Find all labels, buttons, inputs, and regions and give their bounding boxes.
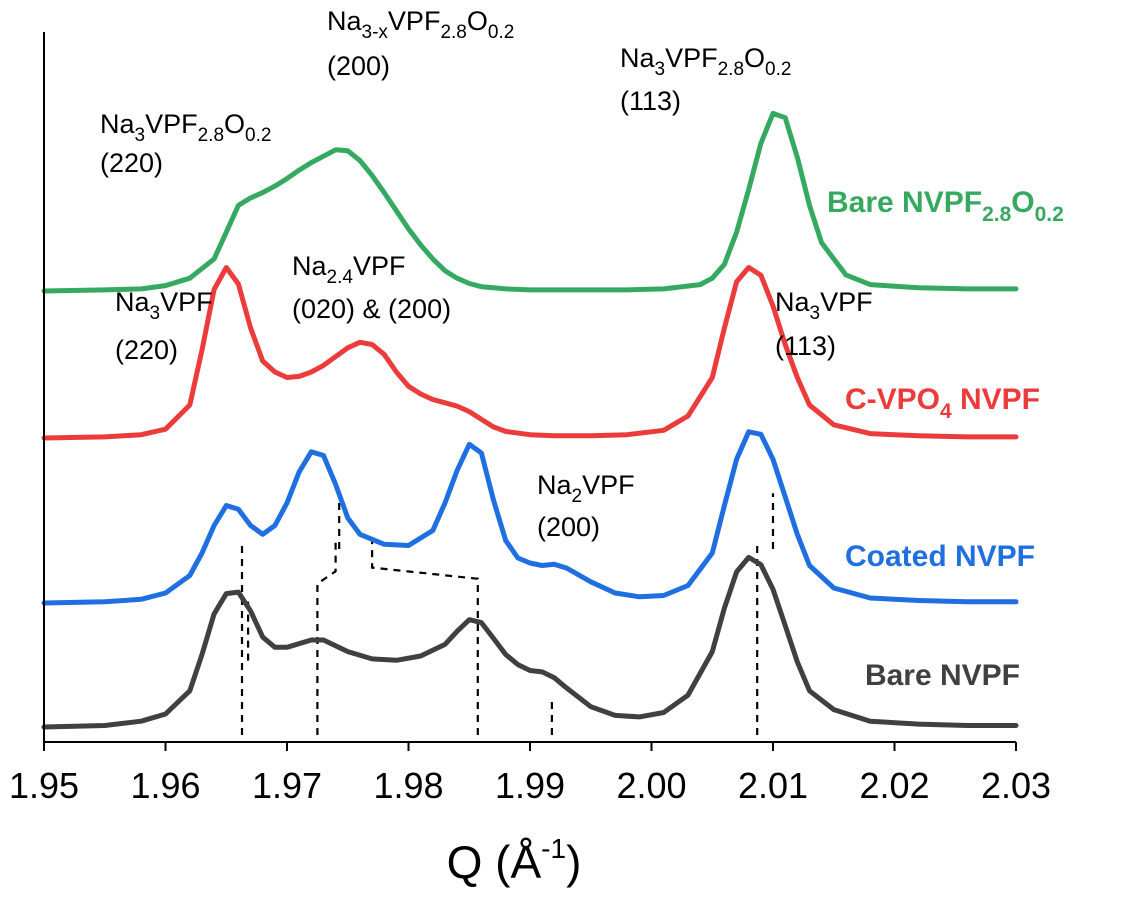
annotation-formula-part: 3-x xyxy=(362,22,389,43)
reference-lines xyxy=(240,493,775,735)
annotation-formula-part: Na xyxy=(620,43,655,73)
series-line-coated-nvpf xyxy=(41,429,1019,606)
ann-na24vpf: Na2.4VPF (020) & (200) xyxy=(292,251,451,324)
annotation-formula-part: 0.2 xyxy=(488,22,514,43)
annotation-formula-part: 2.4 xyxy=(327,267,354,288)
annotation-formula-part: 3 xyxy=(655,59,666,80)
annotation-hkl: (200) xyxy=(537,512,600,542)
legend-label-part: O xyxy=(1011,186,1034,219)
annotation-formula: Na3VPF2.8O0.2 xyxy=(100,109,271,146)
legend-label-bare-nvpf: Bare NVPF xyxy=(865,659,1020,692)
legend: Bare NVPF Coated NVPF C-VPO4 NVPF Bare NVPF… xyxy=(827,186,1064,692)
legend-label-part: 0.2 xyxy=(1035,203,1064,226)
x-axis-title-close: ) xyxy=(566,836,581,888)
x-tick-label: 1.97 xyxy=(252,765,322,806)
annotation-formula-part: O xyxy=(224,109,245,139)
annotation-formula: Na3VPF xyxy=(775,287,873,324)
x-tick-label: 2.01 xyxy=(738,765,808,806)
legend-label-part: Coated NVPF xyxy=(845,540,1035,573)
annotation-formula-part: VPF xyxy=(665,43,718,73)
plot-area xyxy=(41,110,1019,730)
x-tick-label: 2.00 xyxy=(616,765,686,806)
annotation-formula-part: 3 xyxy=(135,125,146,146)
series-line-bare-nvpf xyxy=(41,554,1019,730)
legend-label-c-vpo4-nvpf: C-VPO4 NVPF xyxy=(845,383,1040,423)
annotation-formula-part: 2.8 xyxy=(198,125,224,146)
legend-label-part: Bare NVPF xyxy=(865,659,1020,692)
annotation-formula-part: Na xyxy=(100,109,135,139)
annotation-formula-part: VPF xyxy=(820,287,873,317)
x-tick-label: 2.03 xyxy=(981,765,1051,806)
ann-nvpfo-113: Na3VPF2.8O0.2 (113) xyxy=(620,43,791,116)
ann-na3vpf-220: Na3VPF (220) xyxy=(115,287,213,365)
annotation-formula: Na2.4VPF xyxy=(292,251,405,288)
annotation-formula-part: 2.8 xyxy=(440,22,466,43)
annotation-hkl: (020) & (200) xyxy=(292,294,451,324)
annotation-formula-part: 2 xyxy=(572,486,583,507)
x-tick-label: 1.95 xyxy=(9,765,79,806)
annotation-formula-part: 2.8 xyxy=(718,59,744,80)
annotation-formula-part: 3 xyxy=(150,303,161,324)
annotation-formula-part: Na xyxy=(327,6,362,36)
ann-na2vpf-200: Na2VPF (200) xyxy=(537,470,635,542)
x-tick-label: 2.02 xyxy=(859,765,929,806)
ann-nvpfo-200: Na3-xVPF2.8O0.2 (200) xyxy=(327,6,514,81)
legend-label-part: C-VPO xyxy=(845,383,940,416)
annotation-formula-part: 0.2 xyxy=(765,59,791,80)
annotation-formula-part: VPF xyxy=(582,470,635,500)
series-line-c-vpo4-nvpf xyxy=(41,265,1019,441)
annotation-hkl: (220) xyxy=(115,335,178,365)
annotation-formula-part: O xyxy=(467,6,488,36)
annotation-hkl: (113) xyxy=(775,331,836,361)
legend-label-part: 2.8 xyxy=(982,203,1012,226)
x-tick-label: 1.96 xyxy=(130,765,200,806)
x-tick-label: 1.98 xyxy=(373,765,443,806)
annotation-formula-part: O xyxy=(744,43,765,73)
annotation-hkl: (220) xyxy=(100,148,163,178)
x-tick-label: 1.99 xyxy=(495,765,565,806)
annotation-formula-part: Na xyxy=(537,470,572,500)
legend-label-part: Bare NVPF xyxy=(827,186,982,219)
annotation-formula-part: VPF xyxy=(160,287,213,317)
peak-annotations: Na3VPF2.8O0.2(220)Na3-xVPF2.8O0.2(200) Na… xyxy=(100,6,873,542)
x-axis xyxy=(43,32,1017,751)
annotation-formula-part: VPF xyxy=(145,109,198,139)
legend-label-bare-nvpf2-8o0-2: Bare NVPF2.8O0.2 xyxy=(827,186,1064,226)
annotation-hkl: (200) xyxy=(327,51,390,81)
legend-label-part: 4 xyxy=(940,400,952,423)
x-axis-title-sup: -1 xyxy=(541,833,566,864)
ann-na3vpf-113: Na3VPF (113) xyxy=(775,287,873,361)
x-axis-title: Q (Å-1) xyxy=(447,833,582,888)
annotation-formula-part: 3 xyxy=(810,303,821,324)
annotation-formula-part: Na xyxy=(775,287,810,317)
legend-label-coated-nvpf: Coated NVPF xyxy=(845,540,1035,573)
annotation-formula: Na3-xVPF2.8O0.2 xyxy=(327,6,514,43)
annotation-formula-part: VPF xyxy=(353,251,406,281)
annotation-formula: Na3VPF xyxy=(115,287,213,324)
legend-label-part: NVPF xyxy=(952,383,1040,416)
annotation-hkl: (113) xyxy=(620,86,681,116)
ref-na24vpf-200 xyxy=(371,541,479,735)
annotation-formula-part: Na xyxy=(292,251,327,281)
annotation-formula-part: VPF xyxy=(388,6,441,36)
annotation-formula: Na3VPF2.8O0.2 xyxy=(620,43,791,80)
ann-nvpfo-220: Na3VPF2.8O0.2(220) xyxy=(100,109,271,178)
x-tick-labels: 1.95 1.96 1.97 1.98 1.99 2.00 2.01 2.02 2.03 xyxy=(9,765,1051,806)
annotation-formula-part: 0.2 xyxy=(245,125,271,146)
x-axis-title-main: Q (Å xyxy=(447,836,542,888)
series-line-bare-nvpf2-8o0-2 xyxy=(41,110,1019,294)
ref-na24vpf-020 xyxy=(316,542,337,735)
annotation-formula: Na2VPF xyxy=(537,470,635,507)
annotation-formula-part: Na xyxy=(115,287,150,317)
